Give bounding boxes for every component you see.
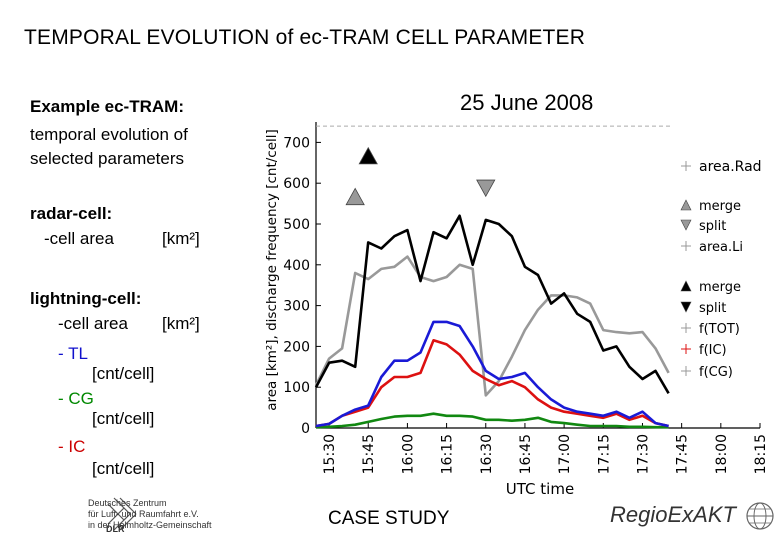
page-title: TEMPORAL EVOLUTION of ec-TRAM CELL PARAM…: [24, 26, 586, 49]
y-tick-label: 0: [301, 421, 310, 437]
legend-split-icon: [680, 219, 692, 231]
example-subtitle-line2: selected parameters: [30, 149, 185, 168]
legend-label: merge: [699, 199, 741, 214]
radar-cell-heading: radar-cell:: [30, 204, 113, 223]
case-study-label: CASE STUDY: [328, 508, 450, 529]
dlr-short: DLR: [106, 524, 125, 534]
x-tick-label: 16:45: [518, 434, 534, 474]
series-line-areali: [314, 214, 670, 394]
x-tick-label: 16:00: [400, 434, 416, 474]
radar-cell-area-label: -cell area: [44, 229, 114, 248]
x-tick-label: 15:30: [322, 434, 338, 474]
y-tick-label: 100: [283, 380, 310, 396]
x-tick-label: 17:30: [635, 434, 651, 474]
radar-cell-area-unit: [km²]: [162, 229, 200, 248]
dlr-line2: für Luft- und Raumfahrt e.V.: [88, 509, 199, 519]
dlr-line1: Deutsches Zentrum: [88, 498, 167, 508]
series-line-fcg: [315, 412, 669, 429]
y-axis-label: area [km²], discharge frequency [cnt/cel…: [264, 129, 280, 411]
x-tick-label: 17:00: [557, 434, 573, 474]
legend-label: f(CG): [699, 365, 733, 380]
ic-unit: [cnt/cell]: [92, 459, 155, 478]
dlr-line3: in der Helmholtz-Gemeinschaft: [88, 520, 212, 530]
y-tick-label: 600: [283, 176, 310, 192]
y-tick-label: 500: [283, 217, 310, 233]
x-axis-label: UTC time: [506, 480, 574, 498]
legend-merge-icon: [680, 280, 692, 292]
x-tick-label: 17:45: [675, 434, 691, 474]
regio-logo-text: RegioExAKT: [610, 502, 736, 527]
legend-label: area.Rad: [699, 159, 762, 175]
chart-title: 25 June 2008: [460, 90, 594, 115]
lightning-cell-heading: lightning-cell:: [30, 289, 142, 308]
y-tick-label: 700: [283, 135, 310, 151]
legend-label: split: [699, 219, 726, 234]
globe-icon: [746, 502, 774, 530]
y-tick-label: 300: [283, 299, 310, 315]
split-marker-area: [476, 179, 496, 198]
tl-unit: [cnt/cell]: [92, 364, 155, 383]
legend-label: f(IC): [699, 343, 727, 358]
legend-split-icon: [680, 301, 692, 313]
ic-label: - IC: [58, 437, 86, 456]
merge-marker-area: [345, 187, 365, 206]
legend-label: area.Li: [699, 240, 743, 255]
series-line-ftot: [315, 320, 669, 428]
merge-marker-lightning: [358, 146, 378, 165]
y-tick-label: 400: [283, 258, 310, 274]
x-tick-label: 16:15: [440, 434, 456, 474]
series-line-arearad: [314, 255, 670, 397]
legend-label: f(TOT): [699, 322, 740, 337]
lightning-cell-area-unit: [km²]: [162, 314, 200, 333]
cg-unit: [cnt/cell]: [92, 409, 155, 428]
dlr-text: Deutsches Zentrum für Luft- und Raumfahr…: [88, 498, 212, 531]
x-tick-label: 15:45: [361, 434, 377, 474]
dlr-logo-icon: DLR: [106, 497, 137, 534]
tl-label: - TL: [58, 344, 88, 363]
example-subtitle-line1: temporal evolution of: [30, 125, 188, 144]
x-tick-label: 16:30: [479, 434, 495, 474]
x-tick-label: 17:15: [596, 434, 612, 474]
example-heading: Example ec-TRAM:: [30, 97, 184, 116]
series-line-fic: [315, 339, 669, 428]
x-tick-label: 18:00: [714, 434, 730, 474]
lightning-cell-area-label: -cell area: [58, 314, 128, 333]
legend-merge-icon: [680, 199, 692, 211]
x-tick-label: 18:15: [753, 434, 769, 474]
y-tick-label: 200: [283, 339, 310, 355]
legend-label: split: [699, 301, 726, 316]
legend-label: merge: [699, 280, 741, 295]
cg-label: - CG: [58, 389, 94, 408]
